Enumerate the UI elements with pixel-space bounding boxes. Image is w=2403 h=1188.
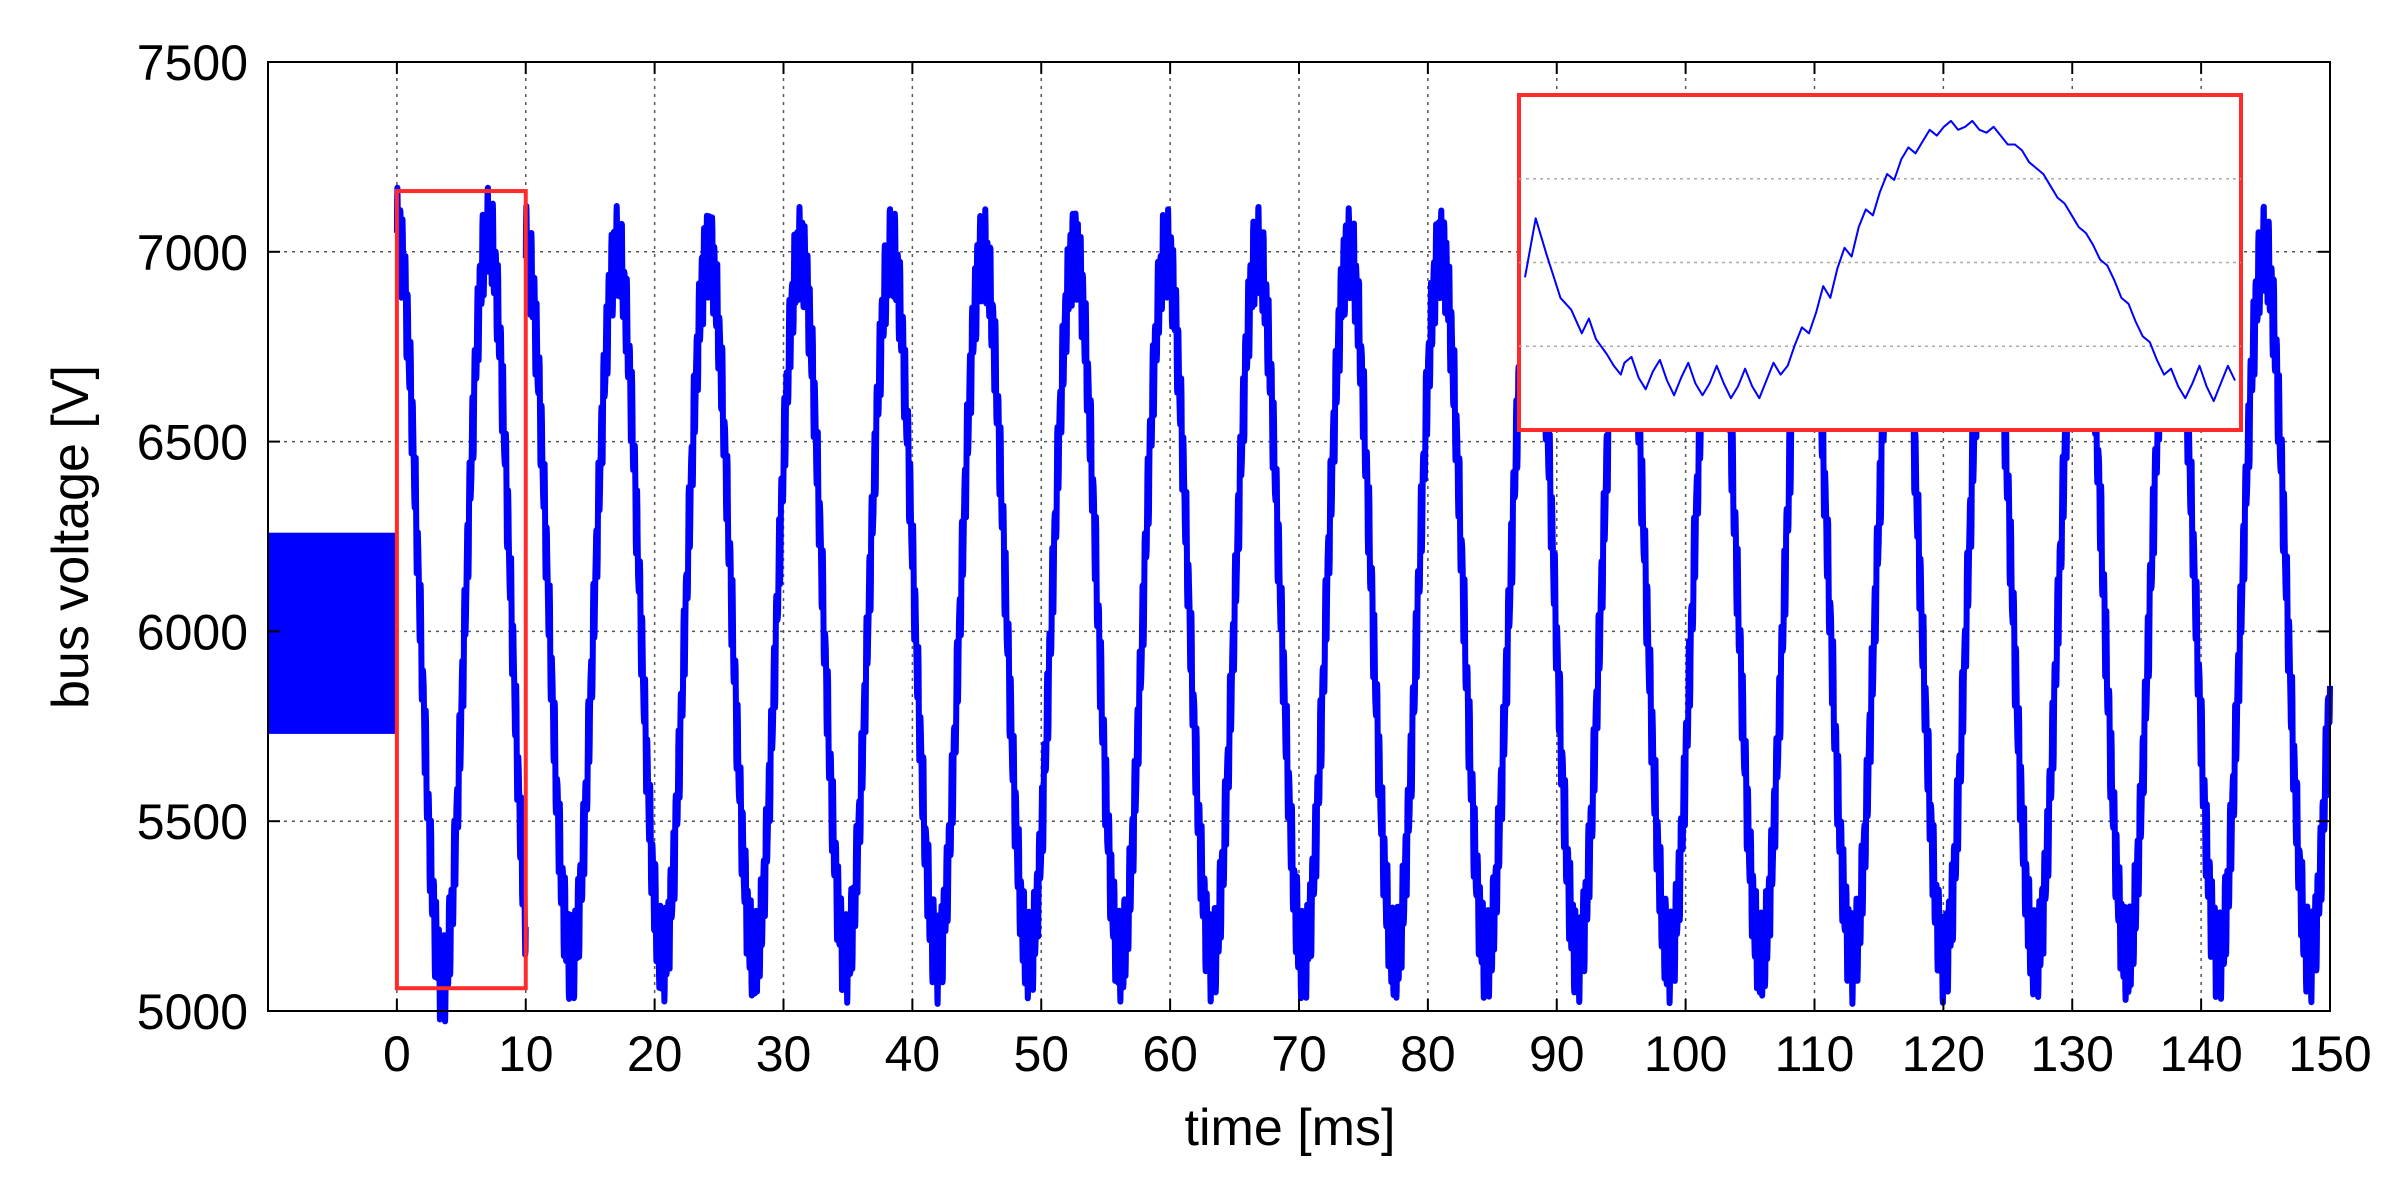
y-axis-title: bus voltage [V] [42, 365, 100, 709]
x-tick-label: 50 [1013, 1026, 1069, 1082]
x-tick-label: 110 [1775, 1026, 1855, 1082]
y-tick-label: 7000 [137, 225, 248, 281]
x-tick-label: 40 [885, 1026, 941, 1082]
x-tick-label: 80 [1400, 1026, 1456, 1082]
x-tick-label: 60 [1142, 1026, 1198, 1082]
series-line [268, 184, 2333, 1025]
x-tick-label: 150 [2288, 1026, 2371, 1082]
y-tick-labels: 5000 5500 6000 6500 7000 7500 [137, 35, 2330, 1040]
y-tick-label: 6500 [137, 415, 248, 471]
x-tick-label: 100 [1644, 1026, 1727, 1082]
inset-trace [1524, 119, 2236, 403]
x-tick-label: 30 [756, 1026, 812, 1082]
x-tick-label: 120 [1902, 1026, 1985, 1082]
pre-fault-band [268, 532, 397, 734]
x-tick-label: 0 [383, 1026, 411, 1082]
x-tick-label: 140 [2159, 1026, 2242, 1082]
x-axis-title: time [ms] [1185, 1099, 1396, 1157]
y-tick-label: 5000 [137, 984, 248, 1040]
x-tick-labels: 0 10 20 30 40 50 60 70 80 90 100 110 120 130 140 150 [383, 62, 2372, 1082]
y-tick-label: 5500 [137, 794, 248, 850]
x-tick-label: 20 [627, 1026, 683, 1082]
highlight-rect [394, 189, 528, 991]
y-tick-label: 6000 [137, 604, 248, 660]
x-tick-label: 10 [498, 1026, 554, 1082]
x-tick-label: 70 [1271, 1026, 1327, 1082]
y-tick-label: 7500 [137, 35, 248, 91]
voltage-trace [522, 203, 2333, 1007]
zoom-inset [1517, 93, 2243, 432]
x-tick-label: 130 [2031, 1026, 2114, 1082]
voltage-trace [393, 184, 529, 1025]
inset-frame [1517, 93, 2243, 432]
highlight-box [394, 189, 528, 991]
x-tick-label: 90 [1529, 1026, 1585, 1082]
